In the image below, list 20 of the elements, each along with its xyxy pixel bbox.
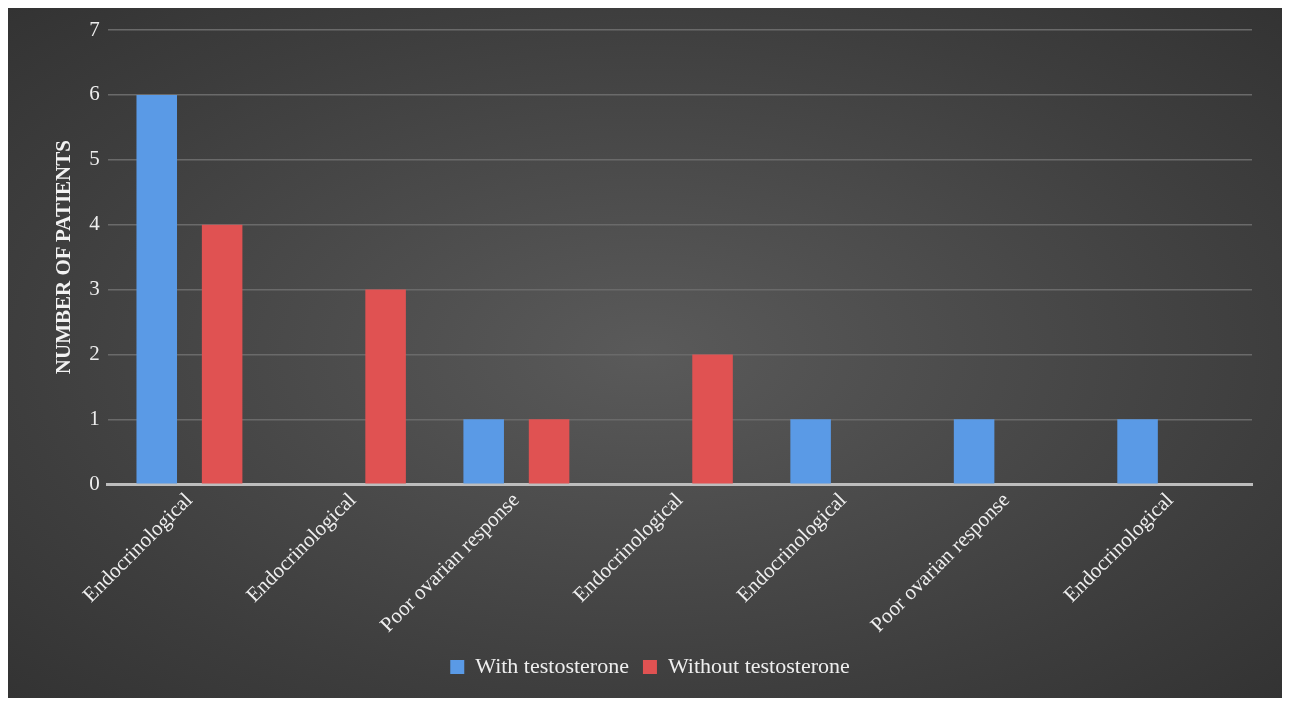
y-tick-label: 2 <box>89 340 100 365</box>
legend-label: Without testosterone <box>667 652 850 678</box>
y-tick-label: 4 <box>89 211 101 236</box>
bar <box>528 419 570 484</box>
y-tick-label: 1 <box>89 405 100 430</box>
y-tick-label: 7 <box>89 16 100 41</box>
legend-label: With testosterone <box>475 652 629 678</box>
y-axis-title: NUMBER OF PATIENTS <box>51 140 76 375</box>
y-tick-label: 6 <box>89 81 100 106</box>
bar <box>953 419 995 484</box>
bar <box>790 419 831 484</box>
bar <box>201 224 243 484</box>
y-tick-label: 0 <box>89 470 100 495</box>
y-tick-label: 3 <box>89 276 100 301</box>
bar <box>692 354 733 484</box>
bar <box>1117 419 1158 484</box>
bar <box>136 94 178 484</box>
bar <box>463 419 504 484</box>
y-tick-label: 5 <box>89 146 100 171</box>
bar <box>365 289 406 484</box>
